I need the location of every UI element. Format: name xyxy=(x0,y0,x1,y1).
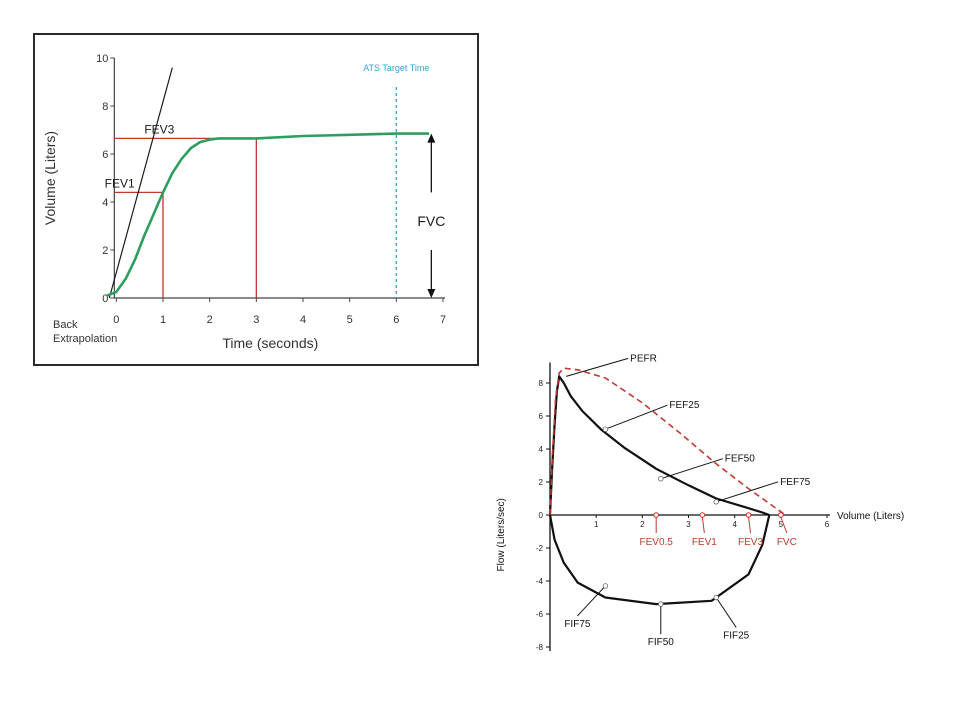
y-tick-label: 10 xyxy=(96,53,108,65)
fvc-label: FVC xyxy=(777,537,797,548)
fev3-label: FEV3 xyxy=(738,537,763,548)
y-tick-label: 0 xyxy=(102,293,108,305)
fvc-label: FVC xyxy=(417,213,445,229)
x-tick-label: 3 xyxy=(253,314,259,326)
y-tick-label: 8 xyxy=(539,379,544,388)
inspiratory-curve xyxy=(548,514,771,606)
y-axis-title: Flow (Liters/sec) xyxy=(496,498,507,571)
x-tick-label: 5 xyxy=(347,314,353,326)
fef50-point xyxy=(658,475,664,482)
predicted-dashed-curve xyxy=(549,367,786,516)
fef25-leader-line xyxy=(605,404,668,430)
x-tick-label: 7 xyxy=(440,314,446,326)
volume-time-chart-frame: 0 2 4 6 8 10 0 1 2 3 4 5 6 7 Time (seconds) Volume (Lit… xyxy=(33,33,479,366)
fvc-marker-line xyxy=(780,516,788,534)
y-axis-title: Volume (Liters) xyxy=(42,131,58,225)
fef75-leader-line xyxy=(716,481,779,503)
y-tick-label: 2 xyxy=(102,245,108,257)
x-tick-label: 3 xyxy=(686,520,691,529)
x-tick-label: 2 xyxy=(207,314,213,326)
y-tick-label: -4 xyxy=(536,577,544,586)
back-extrapolation-line xyxy=(108,67,173,299)
x-tick-label: 5 xyxy=(779,520,784,529)
fif25-label: FIF25 xyxy=(723,631,750,642)
y-tick-label: -6 xyxy=(536,610,544,619)
x-tick-label: 1 xyxy=(594,520,599,529)
fev05-marker xyxy=(653,512,659,518)
fef75-label: FEF75 xyxy=(780,477,810,488)
fif75-point xyxy=(602,583,609,589)
fef50-leader-line xyxy=(660,458,723,480)
pefr-label: PEFR xyxy=(630,353,657,364)
y-tick-label: 0 xyxy=(539,511,544,520)
volume-curve xyxy=(106,132,429,297)
x-tick-label: 0 xyxy=(113,314,119,326)
x-tick-label: 1 xyxy=(160,314,166,326)
fef25-point xyxy=(602,426,609,432)
y-tick-label: 4 xyxy=(539,445,544,454)
back-extrapolation-label-line2: Extrapolation xyxy=(53,333,117,345)
fev3-label: FEV3 xyxy=(144,122,174,136)
fvc-arrow-down-head xyxy=(427,289,436,298)
fif25-point xyxy=(713,594,719,601)
x-axis-title: Time (seconds) xyxy=(222,335,318,351)
ats-target-label: ATS Target Time xyxy=(363,63,429,73)
fev05-label: FEV0.5 xyxy=(640,537,674,548)
x-tick-label: 6 xyxy=(825,520,830,529)
fef50-label: FEF50 xyxy=(725,454,755,465)
x-axis-title: Volume (Liters) xyxy=(837,511,904,522)
y-tick-label: 6 xyxy=(539,412,544,421)
flow-volume-chart: 8 6 4 2 0 -2 -4 -6 -8 1 2 3 4 5 6 Volume (Liters) Flow (… xyxy=(496,353,904,652)
y-tick-label: -2 xyxy=(536,544,544,553)
fif50-label: FIF50 xyxy=(648,637,675,648)
fev1-label: FEV1 xyxy=(105,176,135,190)
fif75-leader-line xyxy=(577,585,606,617)
fev3-marker-line xyxy=(748,516,752,534)
x-tick-label: 4 xyxy=(300,314,306,326)
fef75-point xyxy=(713,499,719,505)
back-extrapolation-label-line1: Back xyxy=(53,319,78,331)
x-tick-label: 6 xyxy=(393,314,399,326)
fev1-label: FEV1 xyxy=(692,537,717,548)
fvc-marker xyxy=(778,512,784,518)
x-tick-label: 4 xyxy=(732,520,737,529)
fif75-label: FIF75 xyxy=(564,619,591,630)
x-tick-label: 2 xyxy=(640,520,645,529)
pefr-leader-line xyxy=(566,357,629,377)
volume-time-chart: 0 2 4 6 8 10 0 1 2 3 4 5 6 7 Time (seconds) Volume (Lit… xyxy=(42,53,446,351)
y-tick-label: 2 xyxy=(539,478,544,487)
y-tick-label: 4 xyxy=(102,197,108,209)
fev1-marker-line xyxy=(701,516,705,534)
y-tick-label: 6 xyxy=(102,149,108,161)
fvc-arrow-up-head xyxy=(427,133,436,143)
y-tick-label: -8 xyxy=(536,643,544,652)
y-tick-label: 8 xyxy=(102,101,108,113)
fev3-marker xyxy=(745,512,752,518)
fif25-leader-line xyxy=(715,597,737,628)
expiratory-curve xyxy=(548,375,770,517)
fef25-label: FEF25 xyxy=(669,400,699,411)
fev1-marker xyxy=(699,512,706,518)
fif50-point xyxy=(658,601,664,607)
